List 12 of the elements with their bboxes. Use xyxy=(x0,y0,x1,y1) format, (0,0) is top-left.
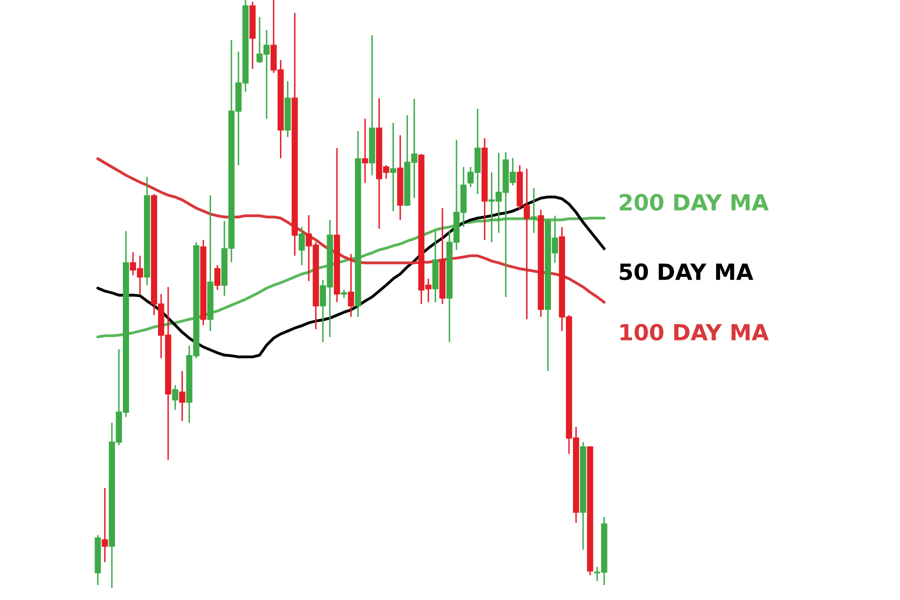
series-label: 200 DAY MA xyxy=(620,194,769,211)
candlestick xyxy=(298,226,305,266)
candlestick xyxy=(214,264,220,291)
series-label: 100 DAY MA xyxy=(620,324,769,341)
candlestick xyxy=(179,370,186,422)
candlestick xyxy=(530,187,537,234)
candlestick xyxy=(390,122,396,212)
candlestick xyxy=(172,384,178,411)
candlestick xyxy=(348,253,354,318)
series-label: 50 DAY MA xyxy=(620,263,754,280)
candlestick xyxy=(362,118,368,184)
candlestick xyxy=(102,487,108,563)
